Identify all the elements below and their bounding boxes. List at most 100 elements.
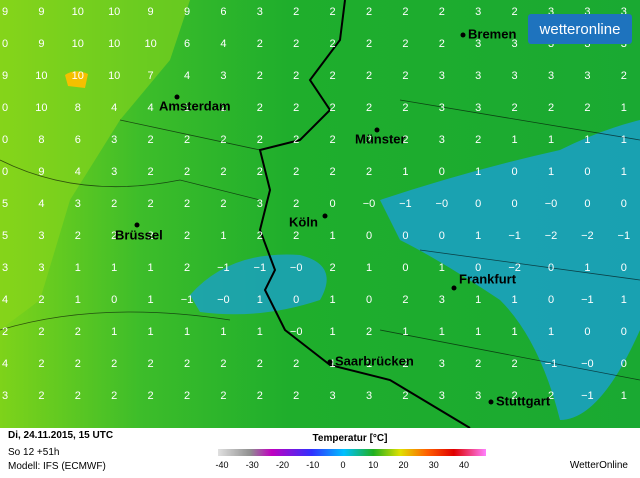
grid-value: −2: [581, 230, 594, 242]
grid-value: 2: [75, 326, 81, 338]
grid-value: 6: [220, 6, 226, 18]
grid-value: 10: [72, 38, 84, 50]
grid-value: 1: [330, 326, 336, 338]
grid-value: −0: [581, 358, 594, 370]
grid-value: 2: [148, 230, 154, 242]
logo-box: [528, 14, 632, 44]
grid-value: 2: [402, 134, 408, 146]
grid-value: −0: [217, 294, 230, 306]
grid-value: −1: [399, 198, 412, 210]
grid-value: 0: [366, 294, 372, 306]
grid-value: 2: [75, 358, 81, 370]
grid-value: 5: [2, 230, 8, 242]
grid-value: 2: [512, 358, 518, 370]
grid-value: 2: [330, 70, 336, 82]
grid-value: 2: [366, 326, 372, 338]
border: [258, 0, 471, 429]
grid-value: 9: [148, 6, 154, 18]
legend-tick: 30: [429, 460, 439, 470]
grid-value: 3: [439, 102, 445, 114]
grid-value: 2: [293, 134, 299, 146]
grid-value: 3: [111, 134, 117, 146]
grid-value: 3: [512, 38, 518, 50]
grid-value: 10: [108, 6, 120, 18]
grid-value: 3: [330, 390, 336, 402]
grid-value: 3: [548, 70, 554, 82]
grid-value: 2: [366, 166, 372, 178]
grid-value: −1: [181, 294, 194, 306]
grid-value: 6: [184, 38, 190, 50]
grid-value: 3: [38, 262, 44, 274]
grid-value: 0: [621, 326, 627, 338]
grid-value: 1: [257, 326, 263, 338]
grid-value: 2: [293, 6, 299, 18]
grid-value: 2: [184, 390, 190, 402]
grid-value: 1: [330, 294, 336, 306]
grid-value: 2: [293, 358, 299, 370]
grid-value: 0: [2, 166, 8, 178]
grid-value: 2: [257, 390, 263, 402]
grid-value: 2: [402, 102, 408, 114]
city-label: Köln: [289, 214, 318, 229]
grid-value: 10: [72, 70, 84, 82]
grid-value: 3: [439, 294, 445, 306]
grid-value: 2: [75, 230, 81, 242]
grid-value: 2: [330, 6, 336, 18]
grid-value: 2: [366, 6, 372, 18]
grid-value: 0: [2, 38, 8, 50]
grid-value: 1: [475, 294, 481, 306]
grid-value: 4: [184, 70, 190, 82]
legend-tick: -30: [246, 460, 259, 470]
grid-value: 2: [366, 134, 372, 146]
grid-value: 10: [108, 70, 120, 82]
grid-value: 2: [293, 102, 299, 114]
grid-value: −2: [508, 262, 521, 274]
grid-value: 3: [439, 134, 445, 146]
grid-value: 3: [439, 358, 445, 370]
grid-value: 10: [108, 38, 120, 50]
legend-title: Temperatur [°C]: [313, 433, 388, 444]
grid-value: 4: [38, 198, 44, 210]
grid-value: 1: [439, 326, 445, 338]
grid-value: 1: [330, 230, 336, 242]
grid-value: 1: [402, 326, 408, 338]
city-dot: [451, 285, 457, 291]
grid-value: 3: [111, 166, 117, 178]
grid-value: 2: [621, 70, 627, 82]
grid-value: 2: [220, 390, 226, 402]
grid-value: 2: [38, 390, 44, 402]
grid-value: 2: [330, 262, 336, 274]
grid-value: −1: [545, 358, 558, 370]
grid-value: 2: [220, 102, 226, 114]
grid-value: −1: [581, 390, 594, 402]
grid-value: 10: [35, 102, 47, 114]
run: So 12 +51h: [8, 447, 59, 458]
city-dot: [327, 359, 333, 365]
city-label: Brüssel: [115, 227, 163, 242]
grid-value: 1: [621, 294, 627, 306]
grid-value: 2: [184, 358, 190, 370]
grid-value: −0: [290, 262, 303, 274]
grid-value: 9: [2, 70, 8, 82]
cold-area: [380, 120, 640, 420]
legend-tick: -10: [306, 460, 319, 470]
grid-value: 2: [402, 294, 408, 306]
grid-value: 2: [293, 38, 299, 50]
city-label: Amsterdam: [159, 98, 231, 113]
grid-value: 0: [439, 166, 445, 178]
grid-value: 2: [38, 294, 44, 306]
brand: WetterOnline: [570, 460, 629, 471]
legend-tick: 10: [368, 460, 378, 470]
grid-value: 1: [75, 294, 81, 306]
grid-value: 1: [512, 134, 518, 146]
grid-value: 3: [548, 6, 554, 18]
legend-tick: 20: [398, 460, 408, 470]
grid-value: 2: [439, 38, 445, 50]
grid-value: 2: [257, 102, 263, 114]
grid-value: 2: [293, 390, 299, 402]
grid-value: 2: [293, 166, 299, 178]
grid-value: −0: [436, 198, 449, 210]
grid-value: 1: [75, 262, 81, 274]
grid-value: 1: [148, 294, 154, 306]
grid-value: 1: [148, 326, 154, 338]
